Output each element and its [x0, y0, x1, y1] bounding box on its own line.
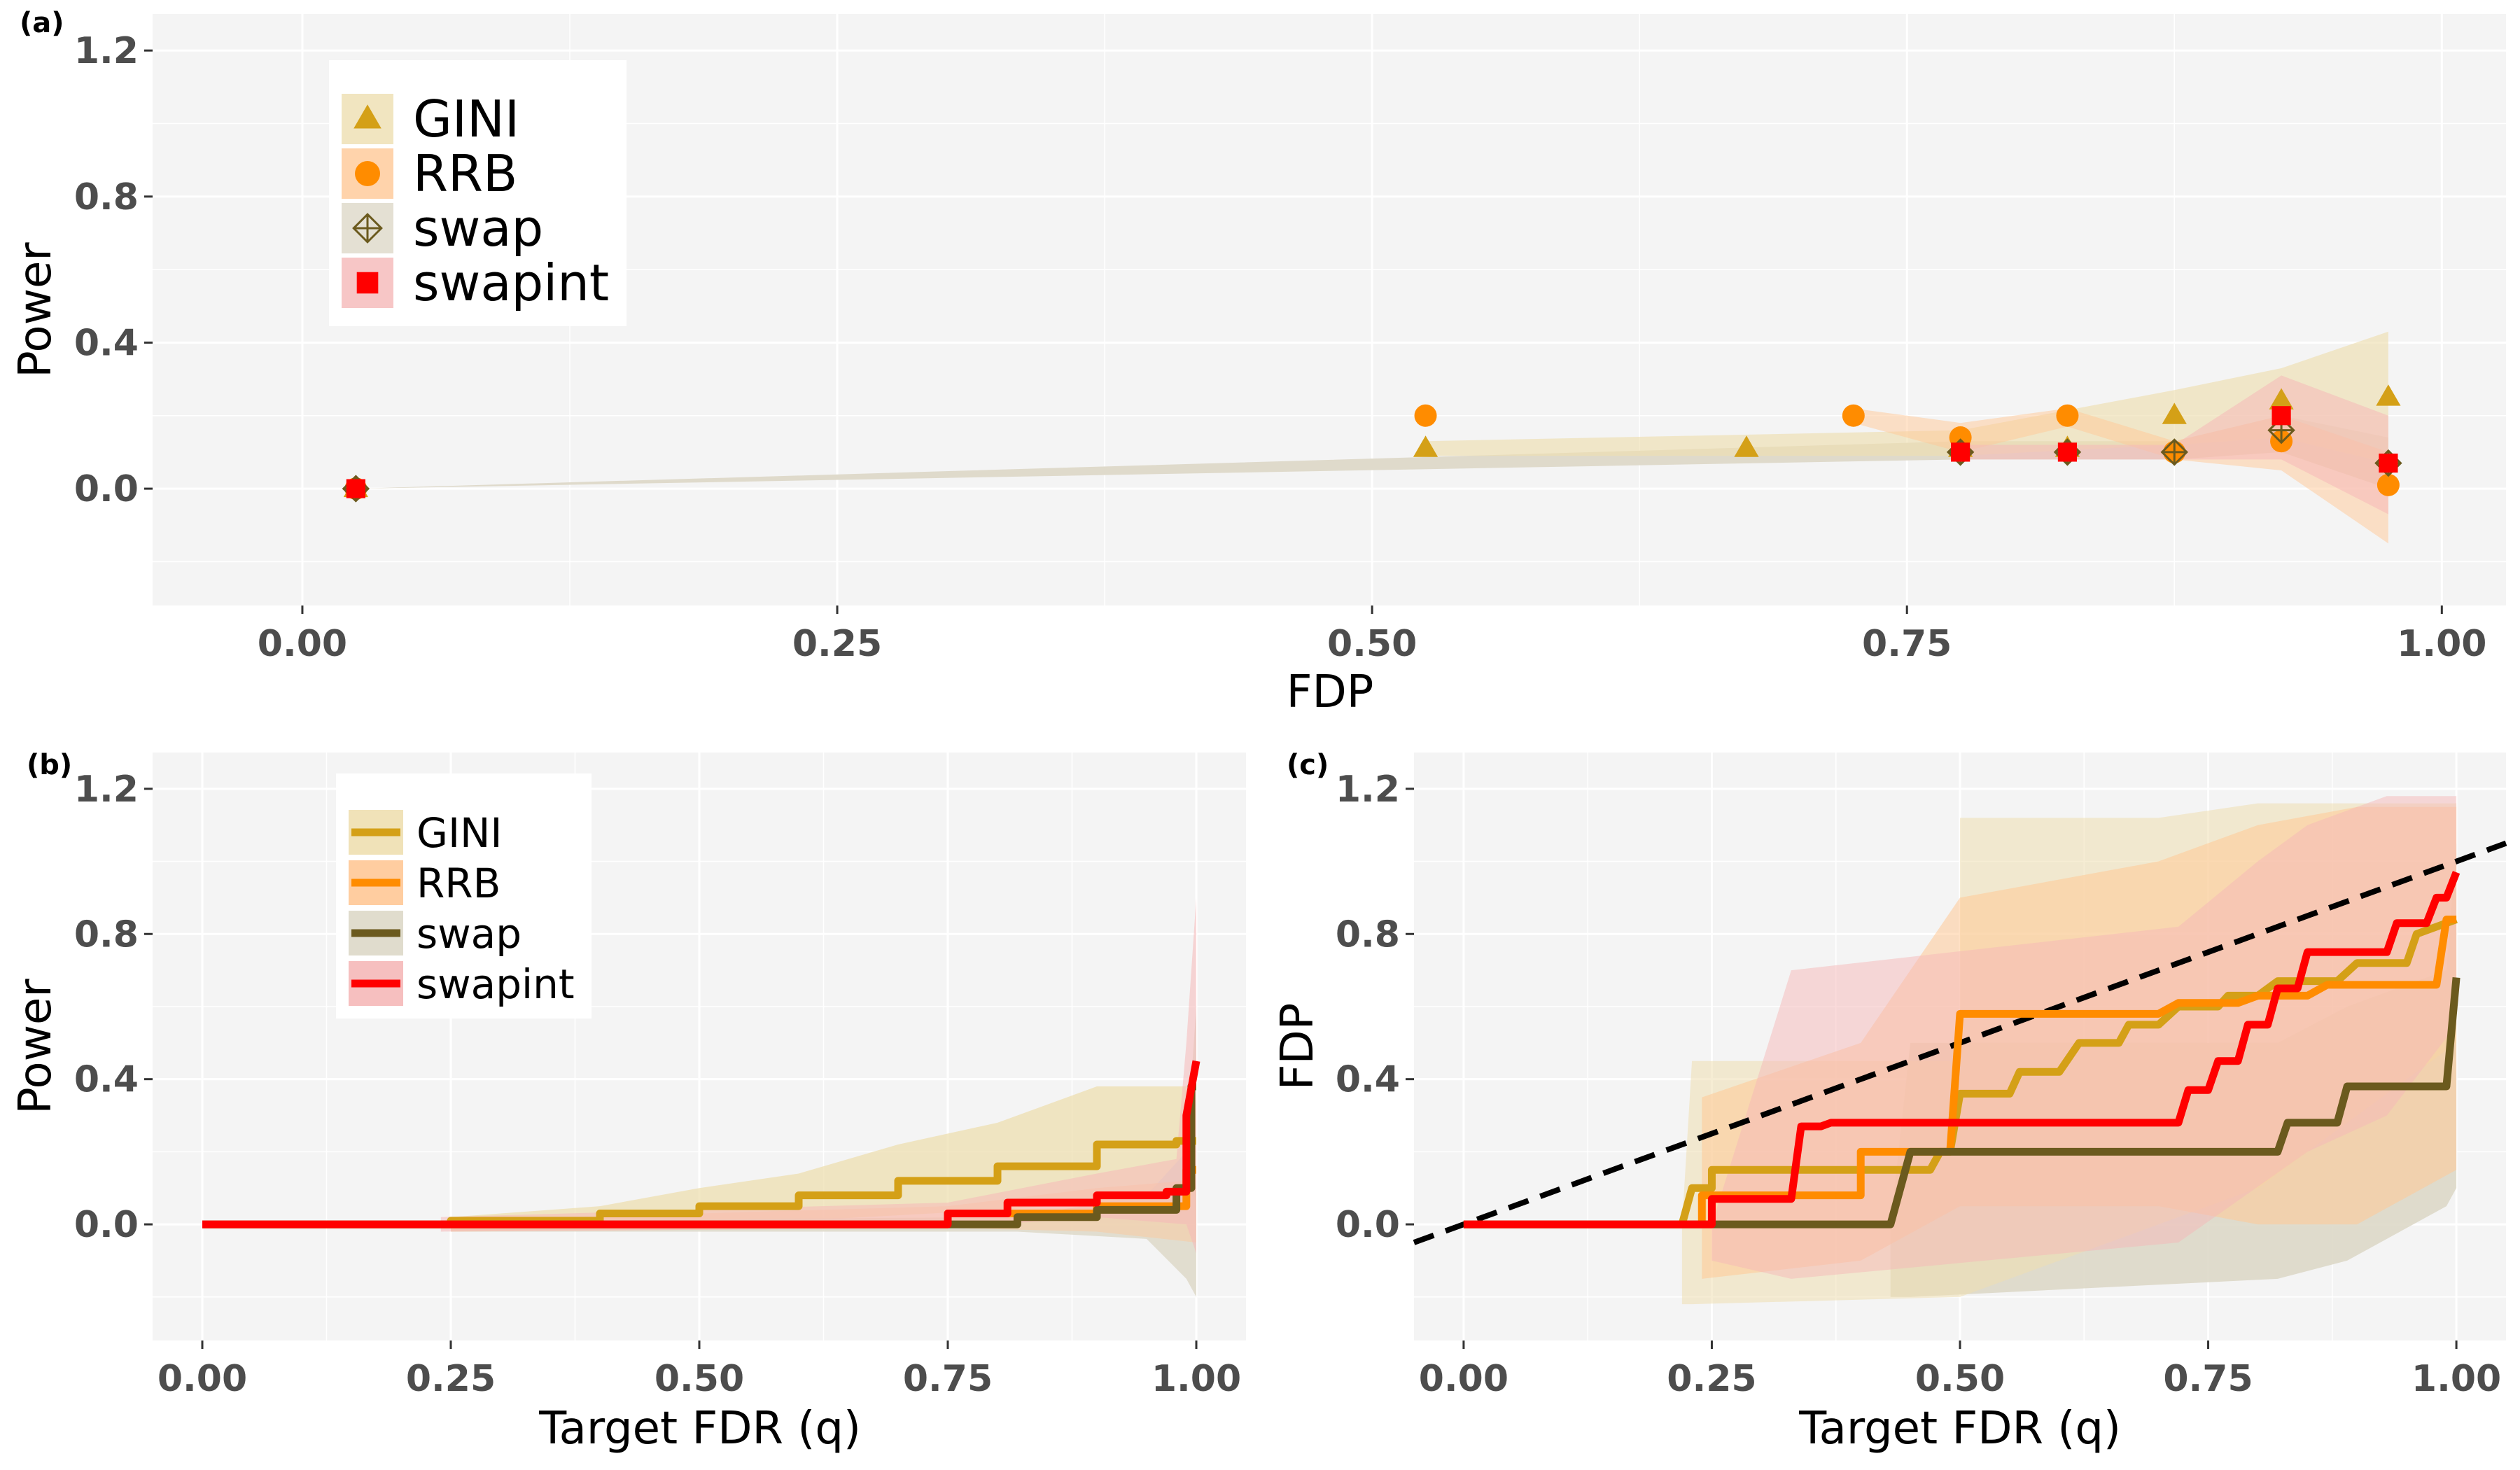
x-tick-label: 0.50 [1915, 1358, 2005, 1400]
point-a-swapint [2379, 453, 2398, 473]
legend-a-rrb-label: RRB [413, 144, 517, 203]
line-c-rrb [1463, 916, 2457, 1228]
point-a-rrb [2056, 404, 2079, 427]
x-tick-label: 0.25 [1667, 1358, 1756, 1400]
point-a-gini [2376, 384, 2401, 406]
x-tick-label: 0.75 [903, 1358, 993, 1400]
panel-b-grid [153, 752, 1246, 1340]
x-tick-label: 0.25 [406, 1358, 496, 1400]
y-tick-label: 0.8 [74, 913, 139, 955]
legend-a-gini-label: GINI [413, 90, 519, 148]
panel-c-x-ticks: 0.00 0.25 0.50 0.75 1.00 [1419, 1340, 2501, 1400]
y-tick-label: 0.4 [74, 322, 139, 364]
point-a-gini [1413, 435, 1438, 457]
legend-a-swapint-label: swapint [413, 253, 609, 312]
point-a-swapint [346, 479, 365, 498]
x-tick-label: 0.00 [258, 623, 347, 665]
legend-b-rrb-label: RRB [416, 860, 500, 907]
line-b-swap [202, 1082, 1196, 1228]
panel-a-points [342, 384, 2402, 503]
point-a-rrb [1842, 404, 1865, 427]
y-tick-label: 0.0 [1336, 1204, 1400, 1246]
y-tick-label: 0.8 [74, 176, 139, 218]
point-a-gini [2162, 402, 2187, 424]
x-tick-label: 0.75 [2163, 1358, 2253, 1400]
point-a-gini [1734, 435, 1759, 457]
panel-b-x-axis-title: Target FDR (q) [538, 1403, 861, 1455]
legend-a-key-swap [352, 213, 383, 244]
legend-b-swap-label: swap [416, 910, 522, 958]
y-tick-label: 0.4 [74, 1059, 139, 1101]
panel-b: (b) 0.0 0.4 0.8 1.2 0.00 0.25 0.50 0.75 1.00 Ta… [10, 749, 1246, 1455]
x-tick-label: 1.00 [2397, 623, 2486, 665]
legend-b-swapint-label: swapint [416, 960, 575, 1008]
y-tick-label: 0.0 [74, 468, 139, 510]
panel-c-lines [1413, 840, 2507, 1245]
panel-b-tag: (b) [27, 749, 72, 781]
point-a-swap [2160, 438, 2188, 466]
legend-a-swap-label: swap [413, 199, 543, 258]
legend-b-gini-label: GINI [416, 809, 503, 857]
point-a-rrb [2376, 473, 2400, 496]
panel-b-x-ticks: 0.00 0.25 0.50 0.75 1.00 [158, 1340, 1241, 1400]
x-tick-label: 0.75 [1862, 623, 1952, 665]
panel-a-y-ticks: 0.0 0.4 0.8 1.2 [74, 30, 153, 510]
panel-c-tag: (c) [1287, 749, 1329, 781]
x-tick-label: 1.00 [1152, 1358, 1241, 1400]
panel-c: (c) 0.0 0.4 0.8 1.2 0.00 0.25 0.50 0.75 1.00 Ta… [1272, 749, 2507, 1455]
y-tick-label: 1.2 [1336, 769, 1400, 811]
panel-a-x-axis-title: FDP [1287, 666, 1374, 718]
ribbon-c-swapint [1712, 796, 2457, 1279]
panel-b-y-axis-title: Power [10, 979, 62, 1114]
panel-a-tag: (a) [20, 7, 64, 39]
panel-a-y-axis-title: Power [10, 242, 62, 378]
panel-b-y-ticks: 0.0 0.4 0.8 1.2 [74, 769, 153, 1246]
y-tick-label: 1.2 [74, 30, 139, 72]
panel-c-x-axis-title: Target FDR (q) [1798, 1403, 2121, 1455]
line-b-swapint [202, 1060, 1200, 1228]
x-tick-label: 0.25 [792, 623, 882, 665]
y-tick-label: 0.8 [1336, 913, 1400, 955]
panel-a-legend: GINI RRB swap swapint [329, 60, 626, 326]
point-a-swapint [1951, 442, 1970, 462]
legend-a-key-swapint [356, 272, 379, 294]
x-tick-label: 0.00 [1419, 1358, 1508, 1400]
x-tick-label: 0.50 [1327, 623, 1417, 665]
panel-a-legend-keys [342, 94, 393, 308]
panel-a-x-ticks: 0.00 0.25 0.50 0.75 1.00 [258, 606, 2486, 665]
panel-b-legend: GINI RRB swap swapint [336, 774, 592, 1018]
point-a-rrb [1414, 404, 1437, 427]
point-a-swapint [2057, 442, 2078, 462]
y-tick-label: 1.2 [74, 769, 139, 811]
x-tick-label: 1.00 [2412, 1358, 2501, 1400]
panel-b-lines [202, 1060, 1200, 1228]
panel-c-y-ticks: 0.0 0.4 0.8 1.2 [1336, 769, 1414, 1246]
legend-a-key-gini [354, 104, 382, 129]
y-tick-label: 0.4 [1336, 1059, 1400, 1101]
line-c-swap [1463, 976, 2460, 1228]
point-a-gini [2269, 388, 2294, 410]
panel-c-y-axis-title: FDP [1272, 1003, 1324, 1091]
x-tick-label: 0.00 [158, 1358, 247, 1400]
point-a-swapint [2272, 406, 2291, 426]
panel-b-legend-keys [349, 810, 403, 1006]
legend-a-key-rrb [355, 161, 380, 186]
line-c-swapint [1463, 871, 2460, 1228]
x-tick-label: 0.50 [654, 1358, 744, 1400]
panel-a: (a) 0.0 0.4 0.8 1.2 0.00 0.25 0.50 0.75 1.00 FD… [10, 7, 2506, 718]
ribbon-a-gini [1425, 331, 2388, 463]
y-tick-label: 0.0 [74, 1204, 139, 1246]
